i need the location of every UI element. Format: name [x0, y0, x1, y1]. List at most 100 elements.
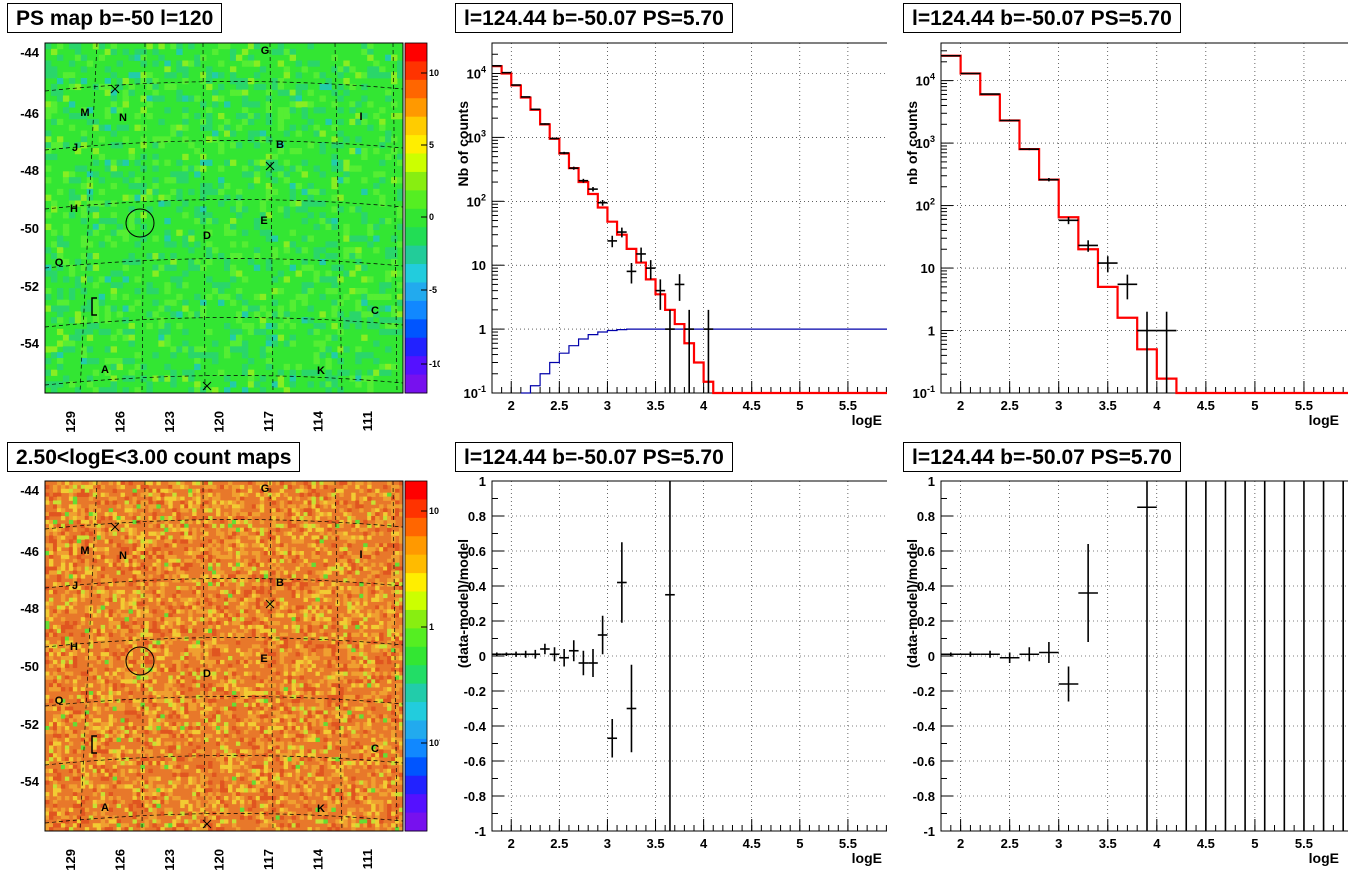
latitude-line	[44, 317, 404, 328]
bracket-marker	[91, 735, 97, 754]
x-tick-label: 5.5	[1295, 836, 1313, 851]
residual-2-title: l=124.44 b=-50.07 PS=5.70	[903, 442, 1181, 472]
x-tick-label: 3.5	[1099, 398, 1117, 413]
colorbar-frame	[404, 42, 428, 394]
latitude-line	[44, 519, 404, 530]
residual-chart-1: 22.533.544.555.56-1-0.8-0.6-0.4-0.200.20…	[455, 474, 887, 866]
source-label-d: D	[203, 230, 211, 242]
longitude-line	[269, 480, 274, 832]
source-circle-marker	[125, 208, 155, 238]
x-tick-label: 5.5	[839, 836, 857, 851]
map-frame	[44, 480, 404, 832]
lat-tick-label: -54	[20, 336, 40, 351]
plot-frame	[940, 480, 1348, 832]
y-tick-label: 102	[916, 197, 935, 214]
x-tick-label: 5	[1251, 398, 1258, 413]
y-tick-label: 0.4	[468, 579, 487, 594]
colorbar-frame	[404, 480, 428, 832]
x-tick-label: 3	[1055, 398, 1062, 413]
source-label-c: C	[371, 743, 379, 755]
source-label-o: O	[55, 257, 64, 269]
x-tick-label: 3	[604, 398, 611, 413]
y-tick-label: 10	[921, 261, 935, 276]
colorbar-tick-label: 0	[429, 212, 434, 222]
x-tick-label: 3	[604, 836, 611, 851]
latitude-line	[44, 813, 404, 824]
latitude-line	[44, 81, 404, 92]
y-tick-label: 10-1	[464, 384, 486, 401]
data-point	[520, 96, 531, 98]
colorbar	[405, 43, 427, 394]
data-point	[511, 651, 521, 657]
lon-tick-label: 114	[311, 410, 326, 432]
x-tick-label: 5	[1251, 836, 1258, 851]
longitude-line	[79, 42, 98, 394]
x-tick-label: 2.5	[550, 398, 568, 413]
x-tick-label: 2.5	[550, 836, 568, 851]
source-label-n: N	[119, 112, 127, 124]
data-point	[1078, 544, 1098, 642]
x-tick-label: 4	[1153, 836, 1161, 851]
latitude-line	[44, 578, 404, 589]
y-tick-label: 0.8	[468, 509, 486, 524]
data-point	[1078, 240, 1098, 252]
data-point	[941, 652, 961, 656]
y-tick-label: -0.2	[464, 684, 486, 699]
y-tick-label: -1	[923, 824, 935, 839]
x-tick-label: 4	[700, 836, 708, 851]
source-label-i: I	[359, 111, 362, 123]
x-tick-label: 3	[1055, 836, 1062, 851]
source-label-d: D	[203, 668, 211, 680]
plot-frame	[940, 42, 1348, 394]
acceptance-line	[520, 328, 887, 394]
y-tick-label: 0.8	[917, 509, 935, 524]
model-line	[941, 54, 1348, 395]
y-tick-label: 1	[928, 474, 935, 489]
x-tick-label: 3.5	[646, 398, 664, 413]
data-point	[980, 650, 1000, 658]
x-tick-label: 5	[796, 836, 803, 851]
source-label-k: K	[317, 803, 325, 815]
colorbar-tick-label: 10-1	[429, 737, 440, 748]
ps-map-title: PS map b=-50 l=120	[7, 3, 223, 33]
bracket-marker	[91, 297, 97, 316]
longitude-line	[334, 480, 343, 832]
data-point	[960, 651, 981, 657]
data-point	[1137, 481, 1157, 831]
latitude-line	[44, 258, 404, 269]
data-point	[1019, 148, 1040, 151]
data-point	[617, 542, 627, 623]
source-label-c: C	[371, 305, 379, 317]
data-point	[520, 650, 531, 658]
data-point	[540, 643, 550, 655]
spectrum-chart-2: 22.533.544.555.5610-1110102103104logEnb …	[904, 42, 1348, 428]
data-point	[511, 84, 521, 86]
y-tick-label: -0.4	[464, 719, 487, 734]
data-point	[1117, 274, 1138, 300]
lon-tick-label: 117	[261, 849, 276, 870]
data-point	[617, 227, 627, 238]
data-point	[607, 719, 618, 758]
lon-tick-label: 129	[63, 849, 78, 871]
source-label-e: E	[260, 215, 267, 227]
data-point	[578, 178, 589, 183]
source-label-j: J	[72, 142, 78, 154]
data-point	[588, 649, 598, 677]
x-tick-label: 2	[508, 836, 515, 851]
graticule	[44, 42, 404, 394]
x-tick-label: 2.5	[1001, 836, 1019, 851]
lon-tick-label: 120	[212, 411, 227, 433]
longitude-line	[202, 42, 206, 394]
data-point	[568, 640, 579, 662]
lon-tick-label: 111	[360, 411, 375, 431]
data-point	[1097, 256, 1118, 273]
y-tick-label: -1	[474, 824, 486, 839]
data-point	[645, 260, 656, 280]
x-tick-label: 2	[957, 398, 964, 413]
residual-chart-2: 22.533.544.555.56-1-0.8-0.6-0.4-0.200.20…	[904, 474, 1348, 866]
longitude-line	[202, 480, 206, 832]
lat-tick-label: -48	[20, 601, 39, 616]
x-tick-label: 2.5	[1001, 398, 1019, 413]
data-point	[607, 235, 618, 248]
